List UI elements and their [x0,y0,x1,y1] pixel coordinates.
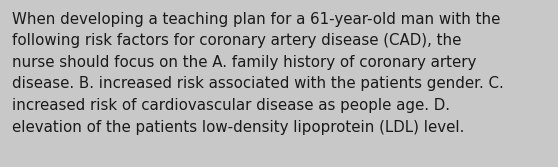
Text: When developing a teaching plan for a 61-year-old man with the
following risk fa: When developing a teaching plan for a 61… [12,12,504,135]
